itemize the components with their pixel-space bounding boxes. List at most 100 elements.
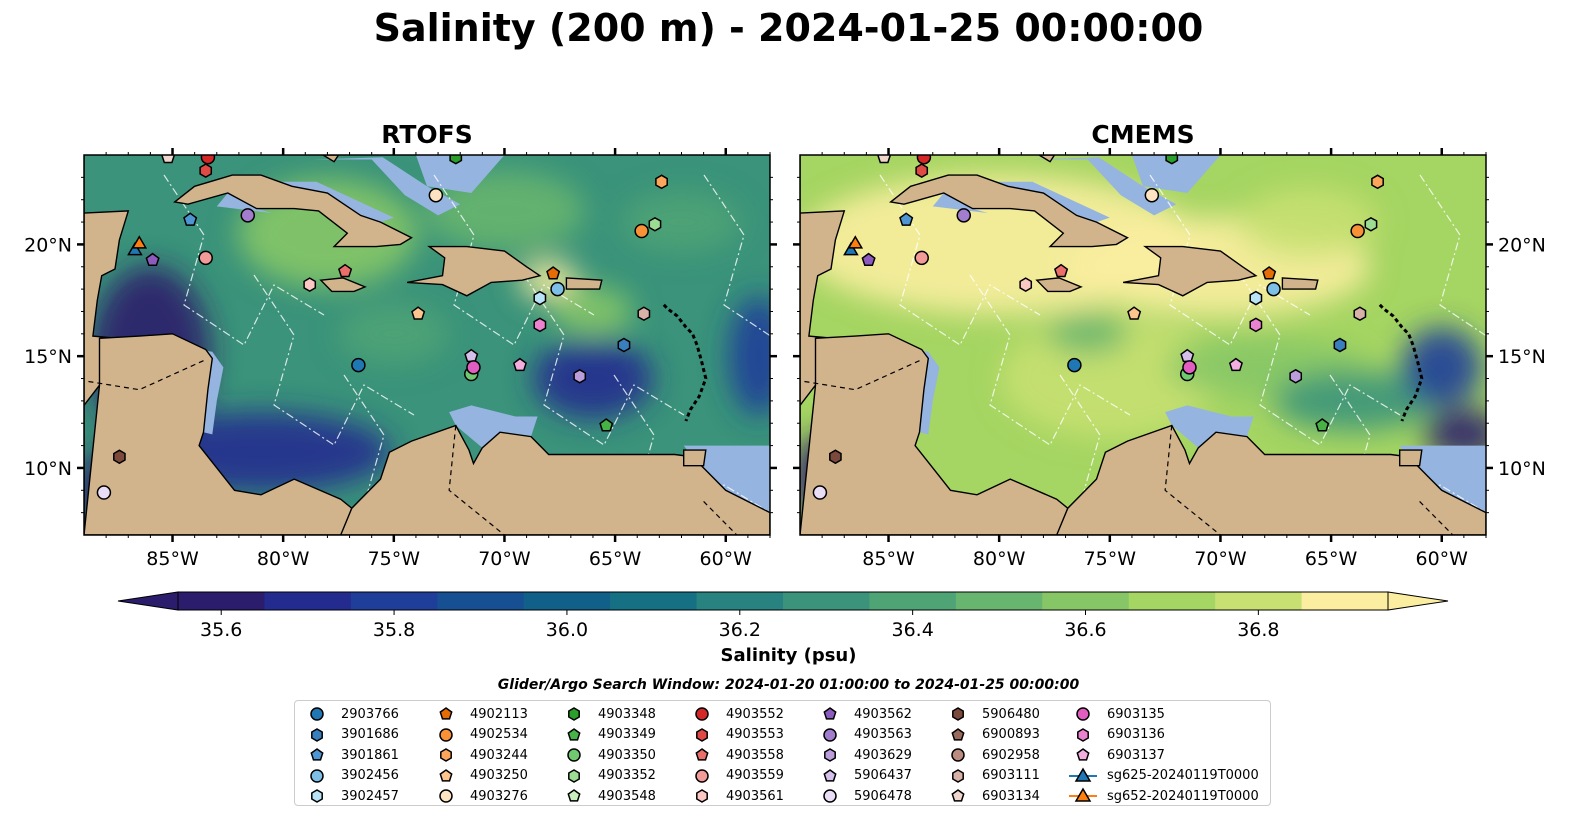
colorbar-extend-high (1387, 591, 1449, 611)
legend-item: 4903352 (558, 766, 656, 786)
legend-item-label: 4903350 (598, 747, 656, 763)
legend-item: 3901861 (301, 745, 399, 765)
legend-item-label: sg625-20240119T0000 (1107, 768, 1259, 783)
shelf-shallow-water (449, 405, 538, 448)
legend-item-label: 4903553 (726, 727, 784, 742)
colorbar-bin (1215, 592, 1303, 610)
argo-float-marker (199, 163, 213, 178)
lat-tick-label: 20°N (1498, 234, 1546, 256)
legend-float-symbol (823, 727, 837, 742)
shelf-shallow-water (833, 333, 940, 435)
argo-float-marker (1353, 306, 1367, 322)
legend-item-label: 6903137 (1107, 747, 1165, 763)
legend-item: 4902534 (430, 725, 528, 745)
legend-float-symbol (439, 768, 453, 782)
argo-float-marker (1249, 317, 1263, 333)
panel-title-rtofs: RTOFS (381, 120, 473, 149)
colorbar-bin (783, 592, 870, 610)
colorbar-bin (610, 592, 698, 610)
legend-item-label: 4903276 (470, 788, 528, 804)
legend-float-symbol (823, 768, 837, 782)
legend-float-symbol (567, 727, 581, 741)
legend-item: 4903276 (430, 786, 528, 806)
legend-item: 3902457 (301, 786, 399, 806)
shelf-shallow-water (415, 155, 505, 193)
lon-tick-label: 85°W (146, 548, 199, 570)
shelf-shallow-water (1165, 405, 1254, 448)
legend-item-label: 6903111 (982, 768, 1040, 783)
argo-float-marker (411, 306, 426, 320)
lesser-antilles (1378, 303, 1424, 422)
legend-item: 4903348 (558, 704, 656, 724)
legend-item: 4903244 (430, 745, 528, 765)
shelf-shallow-water (314, 157, 461, 216)
colorbar-bin (1042, 592, 1130, 610)
glider-marker (843, 241, 859, 256)
lon-tick-label: 65°W (589, 548, 642, 570)
legend-item: 6902958 (942, 745, 1040, 765)
legend-item-label: 4903558 (726, 747, 784, 763)
legend-float-symbol (568, 768, 580, 783)
legend-float-symbol (439, 727, 453, 742)
legend-item: 4903349 (558, 725, 656, 745)
legend-float-symbol (952, 768, 964, 783)
land-trinidad (683, 449, 707, 467)
argo-float-marker (1289, 368, 1303, 384)
panel-title-cmems: CMEMS (1091, 120, 1195, 149)
search-window-text: Glider/Argo Search Window: 2024-01-20 01… (497, 677, 1080, 693)
lon-tick-label: 60°W (1416, 548, 1469, 570)
legend-item: 4903250 (430, 766, 528, 786)
argo-float-marker (200, 155, 216, 165)
map-frame (83, 154, 771, 536)
legend-item: 6900893 (942, 725, 1040, 745)
colorbar-tick-label: 35.6 (200, 619, 242, 641)
argo-float-marker (916, 155, 932, 165)
lesser-antilles (662, 303, 708, 422)
legend-item-label: 4903552 (726, 706, 784, 722)
legend-float-symbol (695, 707, 709, 721)
argo-float-marker (161, 155, 176, 164)
shelf-shallow-water (932, 193, 989, 214)
legend-item: 6903136 (1067, 725, 1165, 745)
legend-item-label: 4903629 (854, 747, 912, 763)
legend-float-symbol (696, 727, 708, 742)
land-jamaica (319, 277, 367, 293)
argo-float-marker (198, 250, 213, 266)
legend-item-label: 4903559 (726, 768, 784, 783)
legend-float-symbol (567, 748, 581, 762)
argo-float-marker (449, 155, 463, 165)
argo-float-marker (1067, 357, 1082, 373)
salinity-colorbar: 35.6 35.8 36.0 36.2 36.4 36.6 36.8 (117, 591, 1449, 641)
colorbar-extend-low (117, 591, 179, 611)
land-puerto-rico (1281, 277, 1319, 290)
argo-float-marker (1350, 223, 1365, 239)
argo-float-marker (533, 317, 547, 333)
argo-float-marker (145, 252, 160, 267)
legend-float-symbol (696, 789, 708, 803)
colorbar-label: Salinity (psu) (720, 645, 857, 666)
shelf-shallow-water (216, 193, 273, 214)
legend-item-label: 4903349 (598, 727, 656, 742)
argo-float-marker (1333, 337, 1347, 353)
legend-float-symbol (310, 707, 324, 721)
legend-item: 4903552 (686, 704, 784, 724)
land-cuba (889, 174, 1129, 248)
country-border (800, 360, 1454, 535)
legend-item: 6903111 (942, 766, 1040, 786)
legend-item: 2903766 (301, 704, 399, 724)
legend-item: 4903629 (814, 745, 912, 765)
land-cuba (173, 174, 413, 248)
argo-float-marker (466, 360, 481, 375)
lon-tick-label: 80°W (257, 548, 310, 570)
legend-float-symbol (567, 789, 581, 802)
colorbar-bin (350, 592, 438, 610)
lat-tick-label: 15°N (1498, 346, 1546, 368)
legend-float-symbol (311, 789, 323, 803)
shelf-shallow-water (117, 333, 224, 435)
colorbar-tick-label: 36.8 (1237, 619, 1279, 641)
shelf-shallow-water (1131, 155, 1221, 193)
legend-item: 3902456 (301, 766, 399, 786)
argo-float-marker (546, 266, 561, 280)
eez-boundary-line (1239, 274, 1401, 446)
argo-float-marker (351, 357, 366, 373)
